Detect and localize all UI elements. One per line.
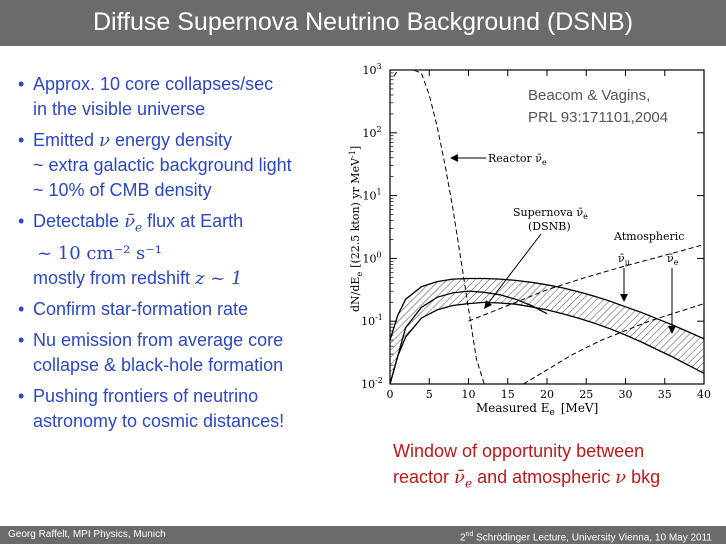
series-atm-numu <box>468 244 705 322</box>
bullet-list: Approx. 10 core collapses/sec in the vis… <box>16 72 346 440</box>
series-reactor <box>393 69 485 385</box>
y-tick-label: 101 <box>362 188 381 203</box>
bullet-text: in the visible universe <box>33 99 206 119</box>
x-tick-label: 25 <box>579 388 593 401</box>
y-tick-label: 103 <box>362 62 381 77</box>
x-axis-label: Measured Ee [MeV] <box>476 401 598 418</box>
bullet-nu-emission: Nu emission from average core collapse &… <box>16 328 346 378</box>
bullet-text: collapse & black-hole formation <box>33 354 284 375</box>
ticks-layer: 0 5 10 15 20 25 30 35 40 10-2 10-1 100 101 102 103 <box>361 62 711 401</box>
bullet-text: Emitted ν energy density <box>33 130 233 151</box>
bullet-energy-density: Emitted ν energy density ~ extra galacti… <box>16 128 346 203</box>
y-axis-label: dN/dEe[(22.5 kton) yr MeV-1] <box>348 146 364 312</box>
bullet-text: Approx. 10 core collapses/sec <box>33 74 274 94</box>
atm-numu-label: ν̄μ <box>618 252 630 267</box>
caption-line: Window of opportunity between <box>393 441 645 461</box>
caption-line: reactor ν̄e and atmospheric ν bkg <box>393 467 661 491</box>
citation-authors: Beacom & Vagins, <box>528 87 651 104</box>
series-dsnb-upper <box>389 277 705 341</box>
atm-numu-arrowhead <box>620 294 628 302</box>
bullet-text: ~ 10% of CMB density <box>33 180 212 200</box>
series-dsnb-mid <box>389 290 548 385</box>
x-tick-label: 0 <box>387 388 394 401</box>
series-atm-nue <box>523 303 705 385</box>
bullet-star-formation: Confirm star-formation rate <box>16 297 346 322</box>
x-tick-label: 40 <box>697 388 711 401</box>
reactor-arrowhead <box>450 154 458 162</box>
bullet-frontiers: Pushing frontiers of neutrino astronomy … <box>16 384 346 434</box>
figure-caption: Window of opportunity between reactor ν̄… <box>393 438 723 497</box>
x-tick-label: 10 <box>462 388 476 401</box>
dsnb-label: (DSNB) <box>528 220 571 233</box>
x-tick-label: 20 <box>540 388 554 401</box>
series-layer <box>389 69 705 385</box>
x-tick-label: 5 <box>426 388 433 401</box>
footer-event: 2nd Schrödinger Lecture, University Vien… <box>459 531 712 544</box>
atm-nue-label: ν̄e <box>667 252 679 267</box>
y-tick-label: 10-1 <box>361 313 383 328</box>
dsnb-arrow <box>485 233 542 307</box>
bullet-text: Pushing frontiers of neutrino <box>33 385 259 406</box>
footer-author: Georg Raffelt, MPI Physics, Munich <box>8 529 166 540</box>
slide-title: Diffuse Supernova Neutrino Background (D… <box>0 0 726 46</box>
dsnb-arrowhead <box>484 300 492 309</box>
bullet-text: Nu emission from average core <box>33 329 284 350</box>
atm-nue-arrowhead <box>668 326 676 334</box>
citation: Beacom & Vagins, PRL 93:171101,2004 <box>528 85 698 129</box>
bullet-text: astronomy to cosmic distances! <box>33 410 285 431</box>
x-tick-label: 15 <box>501 388 515 401</box>
bullet-core-collapses: Approx. 10 core collapses/sec in the vis… <box>16 72 346 122</box>
dsnb-band-layer <box>390 278 704 384</box>
bullet-text: Confirm star-formation rate <box>33 298 249 319</box>
x-tick-label: 35 <box>658 388 672 401</box>
flux-value: ~ 10 cm⁻² s⁻¹ <box>37 242 162 264</box>
chart-svg: 0 5 10 15 20 25 30 35 40 10-2 10-1 100 101 102 103 Mea… <box>348 62 711 418</box>
dsnb-spectrum-chart: 0 5 10 15 20 25 30 35 40 10-2 10-1 100 101 102 103 Mea… <box>346 62 716 427</box>
supernova-label: Supernova ν̄e <box>513 206 588 221</box>
reactor-label: Reactor ν̄e <box>488 152 547 167</box>
atmospheric-label: Atmospheric <box>613 230 684 243</box>
y-tick-label: 102 <box>362 125 381 140</box>
bullet-text: ~ extra galactic background light <box>33 155 292 175</box>
x-tick-label: 30 <box>619 388 633 401</box>
bullet-detectable-flux: Detectable ν̄e flux at Earth ~ 10 cm⁻² s… <box>16 209 346 291</box>
series-dsnb-lower <box>389 301 705 385</box>
bullet-text: Detectable ν̄e flux at Earth <box>33 211 244 235</box>
bullet-text: mostly from redshift z ~ 1 <box>33 267 243 289</box>
dsnb-band <box>390 278 704 384</box>
footer-bar: Georg Raffelt, MPI Physics, Munich 2nd S… <box>0 526 726 544</box>
y-tick-label: 100 <box>362 250 381 265</box>
y-tick-label: 10-2 <box>361 376 383 391</box>
citation-journal: PRL 93:171101,2004 <box>528 109 669 126</box>
